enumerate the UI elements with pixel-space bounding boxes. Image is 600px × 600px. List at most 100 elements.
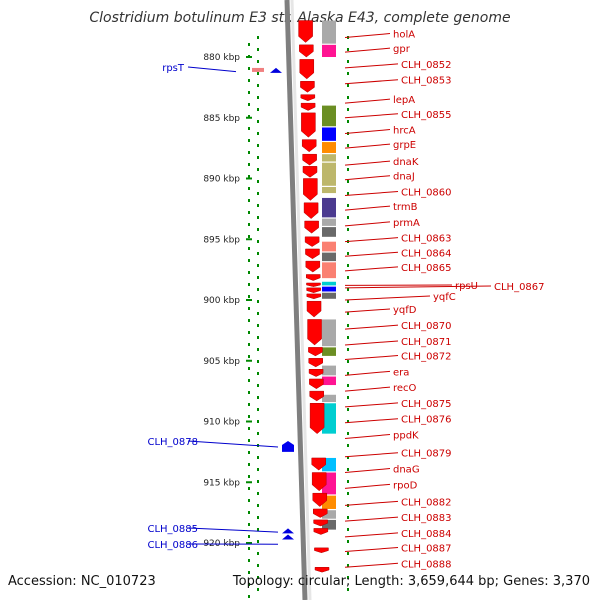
track-dot	[347, 468, 349, 471]
gene-arrow	[306, 287, 321, 293]
track-dot	[257, 516, 259, 519]
tick-label: 885 kbp	[203, 114, 240, 124]
tick-mark	[246, 420, 252, 423]
track-dot	[248, 259, 250, 262]
track-dot	[257, 552, 259, 555]
track-dot	[257, 168, 259, 171]
backbone-line	[284, 0, 308, 600]
track-dot	[347, 372, 349, 375]
track-dot	[257, 36, 259, 39]
track-dot	[248, 583, 250, 586]
gene-label-dnaJ: dnaJ	[393, 172, 415, 183]
gene-arrow	[300, 81, 315, 93]
track-dot	[347, 252, 349, 255]
gene-arrow	[304, 236, 320, 247]
gene-label-lepA: lepA	[393, 95, 415, 106]
track-dot	[347, 384, 349, 387]
gene-arrow	[308, 369, 324, 377]
label-leader	[344, 237, 399, 243]
label-leader	[344, 266, 399, 272]
track-dot	[347, 348, 349, 351]
label-leader	[344, 516, 399, 522]
gene-arrow	[309, 390, 324, 402]
gene-arrow	[306, 282, 321, 287]
track-dot	[347, 420, 349, 423]
gene-label-CLH_0884: CLH_0884	[401, 529, 452, 540]
track-dot	[347, 72, 349, 75]
track-dot	[347, 108, 349, 111]
track-dot	[248, 295, 250, 298]
track-dot	[257, 408, 259, 411]
cog-block	[322, 347, 336, 356]
gene-label-grpE: grpE	[393, 140, 416, 151]
track-dot	[347, 264, 349, 267]
track-dot	[248, 223, 250, 226]
gene-arrow	[309, 378, 324, 389]
label-leader	[344, 386, 391, 392]
cog-block	[322, 162, 336, 186]
tick-marks: 880 kbp 885 kbp 890 kbp 895 kbp 900 kbp 905 k…	[203, 53, 252, 549]
track-dot	[347, 324, 349, 327]
track-dot	[248, 439, 250, 442]
track-dot	[248, 379, 250, 382]
gene-label-CLH_0860: CLH_0860	[401, 188, 452, 199]
track-dot	[347, 276, 349, 279]
label-leader	[344, 79, 399, 85]
label-leader	[344, 221, 391, 227]
gene-arrow	[308, 347, 323, 357]
track-dot	[347, 192, 349, 195]
tick-mark	[246, 359, 252, 362]
track-dot	[257, 528, 259, 531]
track-dot	[257, 60, 259, 63]
track-dot	[347, 576, 349, 579]
track-dot	[257, 348, 259, 351]
gene-label-era: era	[393, 367, 409, 378]
track-dot	[248, 595, 250, 598]
gene-label-CLH_0863: CLH_0863	[401, 234, 452, 245]
cog-block	[322, 286, 336, 292]
gene-label-CLH_0885: CLH_0885	[147, 524, 198, 535]
track-dot	[257, 300, 259, 303]
track-dot	[257, 228, 259, 231]
track-dot	[347, 336, 349, 339]
track-dot	[248, 487, 250, 490]
track-dot	[257, 108, 259, 111]
track-dot	[257, 576, 259, 579]
gene-label-yqfD: yqfD	[393, 305, 417, 316]
gene-label-trmB: trmB	[393, 202, 418, 213]
gene-arrow	[313, 528, 329, 535]
gene-arrow	[299, 59, 315, 80]
cog-block	[322, 197, 336, 218]
track-dot	[248, 415, 250, 418]
gene-arrow	[313, 508, 328, 518]
label-leader	[344, 402, 399, 408]
cog-block	[322, 376, 336, 386]
gene-arrow	[303, 178, 318, 201]
track-dot	[257, 264, 259, 267]
track-dot	[248, 463, 250, 466]
label-leader	[344, 500, 399, 506]
track-dot	[248, 115, 250, 118]
cog-block	[322, 241, 336, 252]
track-dot	[347, 432, 349, 435]
gene-label-CLH_0865: CLH_0865	[401, 263, 452, 274]
gene-arrow	[301, 112, 316, 138]
label-leader	[344, 452, 399, 458]
track-dot	[347, 444, 349, 447]
track-dot	[248, 391, 250, 394]
track-dot	[248, 307, 250, 310]
cog-block	[322, 394, 336, 403]
gene-arrow	[314, 567, 330, 573]
track-dot	[257, 492, 259, 495]
cog-block	[322, 218, 336, 226]
track-dot	[257, 48, 259, 51]
gene-arrow	[306, 293, 322, 300]
tick-mark	[246, 116, 252, 119]
track-dot	[347, 180, 349, 183]
label-leader	[344, 160, 391, 166]
track-dot	[257, 240, 259, 243]
cog-block	[322, 365, 336, 376]
track-dot	[257, 72, 259, 75]
tick-label: 895 kbp	[203, 235, 240, 245]
label-leader	[344, 434, 391, 440]
